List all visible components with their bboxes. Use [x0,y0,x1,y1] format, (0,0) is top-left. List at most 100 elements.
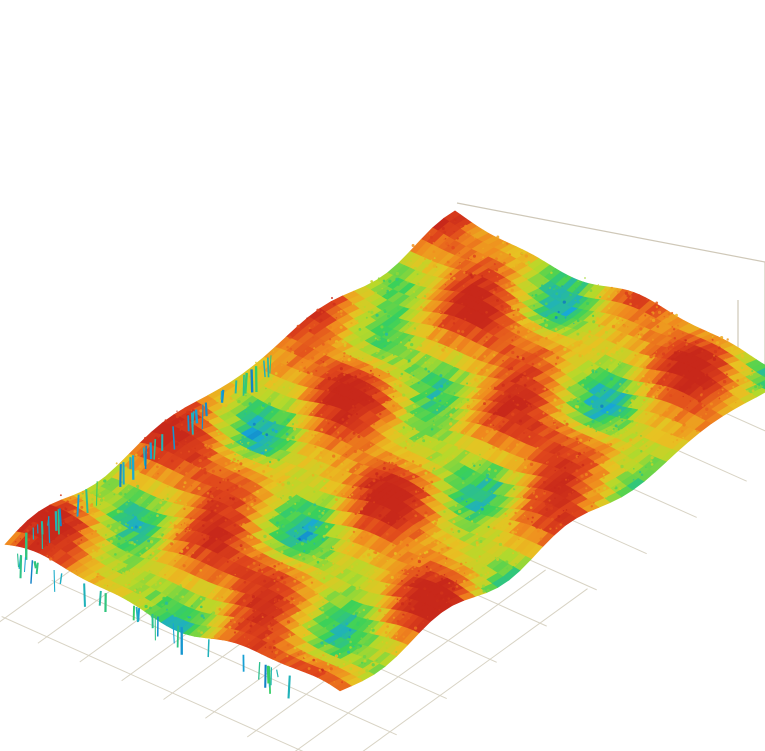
surface-speckle [296,499,301,503]
surface-speckle [249,448,252,451]
surface-speckle [516,403,519,407]
surface-speckle [95,505,98,508]
surface-speckle [609,364,611,366]
surface-speckle [517,407,520,409]
surface-speckle [99,527,101,530]
surface-speckle [332,624,335,627]
surface-speckle [533,376,537,381]
surface-speckle [493,386,496,389]
surface-speckle [738,386,741,389]
surface-speckle [111,572,113,574]
surface-speckle [131,526,134,529]
surface-speckle [450,528,454,531]
surface-speckle [358,677,362,681]
surface-speckle [286,361,289,364]
surface-speckle [521,319,523,322]
surface-speckle [349,667,353,671]
surface-speckle [470,312,472,315]
surface-speckle [411,430,415,434]
surface-speckle [319,318,323,322]
surface-speckle [386,560,388,562]
surface-speckle [222,437,225,440]
surface-speckle [245,410,248,413]
surface-speckle [672,441,674,443]
surface-speckle [451,584,455,588]
surface-speckle [457,529,461,533]
surface-speckle [102,497,105,500]
surface-speckle [297,653,300,656]
surface-speckle [222,626,226,631]
surface-speckle [431,428,433,431]
surface-speckle [496,279,499,283]
surface-speckle [282,580,287,585]
surface-speckle [323,510,325,512]
surface-speckle [551,369,553,371]
surface-speckle [203,599,206,601]
surface-speckle [485,372,490,376]
surface-speckle [590,477,593,479]
surface-speckle [341,473,344,476]
surface-speckle [502,323,504,326]
surface-speckle [311,364,315,368]
surface-speckle [590,462,593,465]
surface-speckle [282,495,284,497]
surface-speckle [412,475,416,479]
surface-speckle [469,372,472,376]
surface-speckle [622,385,626,389]
surface-speckle [577,343,581,347]
surface-speckle [438,608,441,611]
surface-speckle [127,488,130,491]
surface-speckle [576,300,580,304]
surface-speckle [262,420,265,422]
surface-speckle [658,386,662,390]
surface-speckle [569,417,571,420]
surface-speckle [341,681,344,684]
surface-speckle [202,616,206,620]
surface-speckle [185,439,187,442]
surface-speckle [566,352,569,356]
surface-speckle [399,641,401,644]
surface-speckle [417,594,421,598]
surface-speckle [164,573,167,576]
surface-speckle [229,538,232,541]
surface-speckle [520,317,523,319]
surface-speckle [588,321,592,325]
surface-speckle [383,477,386,479]
surface-speckle [310,549,314,553]
surface-speckle [307,455,310,458]
surface-speckle [496,326,500,329]
surface-speckle [637,420,640,422]
surface-speckle [376,418,378,420]
surface-speckle [204,507,207,510]
surface-speckle [242,456,245,459]
surface-speckle [282,386,285,389]
surface-speckle [606,443,610,447]
surface-speckle [645,412,648,416]
surface-speckle [417,353,420,355]
surface-speckle [319,572,322,575]
surface-speckle [296,413,298,415]
surface-speckle [506,276,509,279]
surface-speckle [625,468,628,472]
surface-speckle [504,512,507,515]
surface-speckle [355,322,357,325]
surface-speckle [350,568,353,571]
surface-speckle [640,450,643,453]
surface-speckle [550,517,554,521]
surface-speckle [367,483,371,487]
surface-speckle [319,364,322,367]
surface-speckle [281,482,285,487]
surface-speckle [98,493,101,496]
surface-speckle [362,357,364,360]
surface-speckle [270,578,274,581]
surface-speckle [435,584,438,587]
surface-speckle [524,533,526,536]
surface-speckle [301,420,304,423]
surface-speckle [439,565,442,568]
surface-speckle [298,601,303,605]
surface-speckle [504,478,507,481]
surface-speckle [577,458,580,461]
surface-speckle [233,539,236,542]
surface-speckle [185,546,189,550]
surface-speckle [324,595,328,598]
